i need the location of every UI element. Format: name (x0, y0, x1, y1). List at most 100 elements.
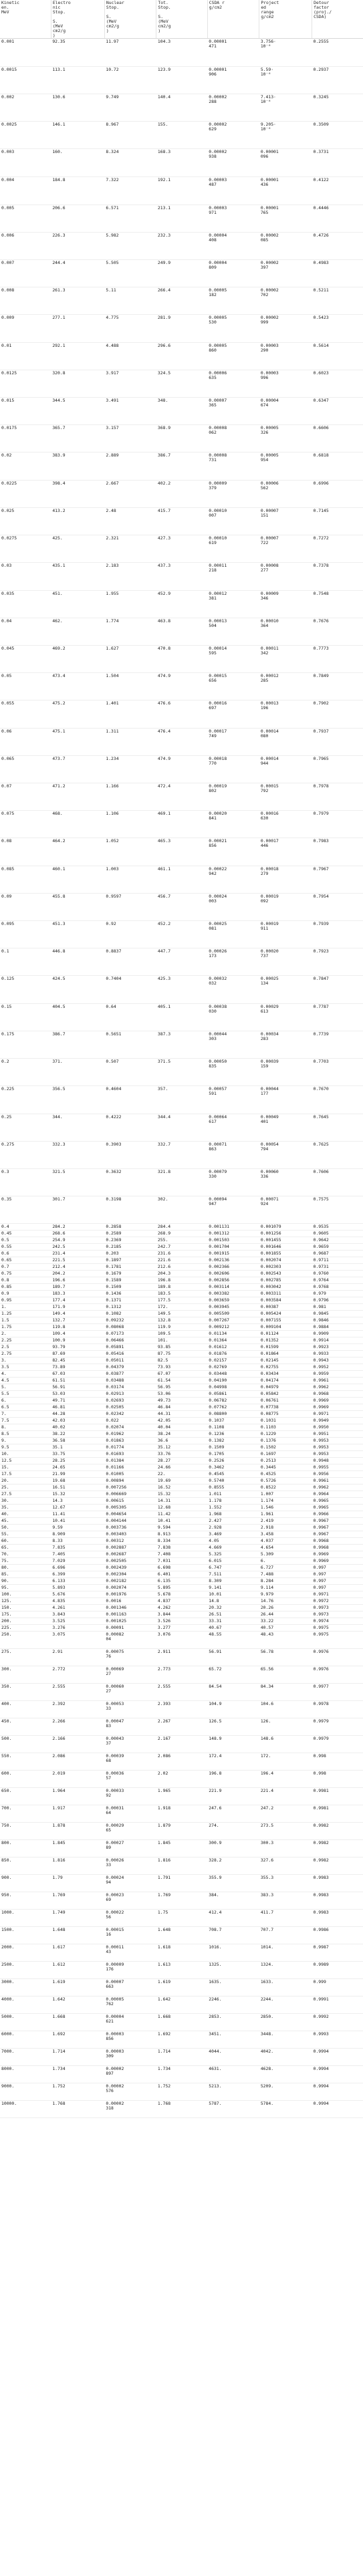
cell-detour-factor: 0.7849 (312, 672, 363, 700)
cell-electronic-stopping: 93.79 (51, 1343, 105, 1351)
cell-kinetic-energy: 35. (0, 1504, 51, 1511)
cell-nuclear-stopping: 0.007256 (104, 1484, 156, 1491)
cell-projected-range: 14.76 (259, 1597, 312, 1605)
cell-detour-factor: 0.9953 (312, 1437, 363, 1444)
cell-total-stopping: 371.5 (156, 1058, 208, 1086)
cell-nuclear-stopping: 10.72 (104, 66, 156, 94)
cell-nuclear-stopping: 5.505 (104, 259, 156, 287)
table-row: 0.9 183.3 0.1436 183.5 0.003382 0.003311 0.979 (0, 1290, 363, 1297)
table-row: 0.075 468. 1.106 469.1 0.00020 841 0.00016 63… (0, 810, 363, 838)
cell-projected-range: 0.4525 (259, 1470, 312, 1478)
header-nuclear-stopping: Nuclear Stop. S. (MeV cm2/g ) (104, 0, 157, 39)
cell-electronic-stopping: 14.3 (51, 1497, 105, 1505)
cell-kinetic-energy: 20. (0, 1477, 51, 1485)
cell-csda-range: 0.00071 863 (207, 1141, 259, 1169)
cell-electronic-stopping: 33.75 (51, 1450, 105, 1458)
cell-kinetic-energy: 2.25 (0, 1337, 51, 1344)
cell-kinetic-energy: 0.095 (0, 920, 51, 948)
cell-kinetic-energy: 0.045 (0, 645, 51, 673)
table-row: 6000. 1.692 0.00003 856 1.692 3451. 3448. 0.99… (0, 2031, 363, 2049)
cell-total-stopping: 109.5 (156, 1330, 208, 1337)
cell-detour-factor: 0.9731 (312, 1263, 363, 1271)
table-row: 3. 82.45 0.05011 82.5 0.02157 0.02145 0.9943 (0, 1357, 363, 1364)
cell-nuclear-stopping: 0.02342 (104, 1410, 156, 1418)
cell-csda-range: 0.002366 (207, 1263, 259, 1271)
cell-total-stopping: 42.05 (156, 1417, 208, 1424)
cell-detour-factor: 0.9994 (312, 2083, 363, 2101)
cell-total-stopping: 2.393 (156, 1700, 208, 1718)
cell-electronic-stopping: 261.3 (51, 287, 105, 315)
cell-electronic-stopping: 301.7 (51, 1196, 105, 1224)
cell-electronic-stopping: 16.51 (51, 1484, 105, 1491)
cell-nuclear-stopping: 0.03174 (104, 1384, 156, 1391)
cell-csda-range: 0.1108 (207, 1424, 259, 1431)
cell-total-stopping: 1.918 (156, 1805, 208, 1823)
cell-csda-range: 0.00018 770 (207, 755, 259, 783)
cell-csda-range: 328.2 (207, 1857, 259, 1875)
cell-projected-range: 40.57 (259, 1624, 312, 1632)
cell-csda-range: 0.001915 (207, 1250, 259, 1257)
cell-nuclear-stopping: 0.004654 (104, 1511, 156, 1518)
cell-total-stopping: 474.9 (156, 672, 208, 700)
cell-detour-factor: 0.7378 (312, 562, 363, 591)
cell-nuclear-stopping: 0.08068 (104, 1323, 156, 1331)
cell-csda-range: 5.325 (207, 1551, 259, 1558)
cell-detour-factor: 0.7967 (312, 866, 363, 894)
cell-nuclear-stopping: 0.00029 65 (104, 1822, 156, 1840)
cell-csda-range: 0.3462 (207, 1464, 259, 1471)
cell-total-stopping: 8.913 (156, 1531, 208, 1538)
cell-projected-range: 84.34 (259, 1683, 312, 1701)
cell-nuclear-stopping: 0.002074 (104, 1584, 156, 1591)
cell-csda-range: 0.00005 182 (207, 287, 259, 315)
cell-electronic-stopping: 119.8 (51, 1323, 105, 1331)
cell-csda-range: 274. (207, 1822, 259, 1840)
cell-total-stopping: 212.6 (156, 1263, 208, 1271)
cell-nuclear-stopping: 0.00036 57 (104, 1770, 156, 1788)
cell-csda-range: 1.178 (207, 1497, 259, 1505)
cell-detour-factor: 0.9986 (312, 1926, 363, 1944)
cell-nuclear-stopping: 0.005305 (104, 1504, 156, 1511)
cell-total-stopping: 40.04 (156, 1424, 208, 1431)
cell-kinetic-energy: 0.001 (0, 38, 51, 67)
cell-nuclear-stopping: 0.1589 (104, 1277, 156, 1284)
table-row: 20. 19.68 0.00894 19.69 0.5740 0.5726 0.9961 (0, 1477, 363, 1485)
table-row: 2. 109.4 0.07173 109.5 0.01134 0.01124 0.9909 (0, 1330, 363, 1337)
cell-total-stopping: 6.135 (156, 1577, 208, 1585)
cell-kinetic-energy: 40. (0, 1511, 51, 1518)
cell-projected-range: 0.001455 (259, 1237, 312, 1244)
table-row: 0.4 284.2 0.2858 284.4 0.001131 0.001079 0.953… (0, 1223, 363, 1231)
cell-kinetic-energy: 0.009 (0, 314, 51, 343)
cell-kinetic-energy: 80. (0, 1564, 51, 1571)
cell-projected-range: 0.001256 (259, 1230, 312, 1237)
cell-nuclear-stopping: 8.324 (104, 148, 156, 177)
cell-nuclear-stopping: 0.2185 (104, 1243, 156, 1251)
cell-electronic-stopping: 130.6 (51, 94, 105, 122)
table-row: 0.025 413.2 2.48 415.7 0.00010 007 0.00007 15… (0, 507, 363, 535)
table-row: 125. 4.835 0.0016 4.837 14.8 14.76 0.9972 (0, 1597, 363, 1605)
cell-detour-factor: 0.9967 (312, 1531, 363, 1538)
cell-kinetic-energy: 750. (0, 1822, 51, 1840)
header-projected-range: Project ed range g/cm2 (259, 0, 313, 39)
cell-detour-factor: 0.9987 (312, 1944, 363, 1962)
cell-csda-range: 0.06782 (207, 1397, 259, 1404)
cell-nuclear-stopping: 0.64 (104, 1003, 156, 1031)
cell-kinetic-energy: 2. (0, 1330, 51, 1337)
cell-csda-range: 0.1705 (207, 1450, 259, 1458)
cell-total-stopping: 402.2 (156, 480, 208, 508)
cell-projected-range: 1.007 (259, 1491, 312, 1498)
cell-total-stopping: 192.1 (156, 176, 208, 205)
cell-csda-range: 3.469 (207, 1531, 259, 1538)
cell-csda-range: 0.4545 (207, 1470, 259, 1478)
cell-kinetic-energy: 100. (0, 1591, 51, 1598)
cell-csda-range: 65.72 (207, 1666, 259, 1684)
cell-detour-factor: 0.9973 (312, 1604, 363, 1612)
cell-kinetic-energy: 3. (0, 1357, 51, 1364)
cell-csda-range: 0.00005 860 (207, 342, 259, 370)
cell-nuclear-stopping: 0.00004 621 (104, 2013, 156, 2031)
cell-nuclear-stopping: 0.003736 (104, 1524, 156, 1531)
cell-csda-range: 0.001312 (207, 1230, 259, 1237)
cell-total-stopping: 332.7 (156, 1141, 208, 1169)
cell-total-stopping: 36.6 (156, 1437, 208, 1444)
cell-nuclear-stopping: 0.8837 (104, 948, 156, 976)
cell-total-stopping: 474.9 (156, 755, 208, 783)
